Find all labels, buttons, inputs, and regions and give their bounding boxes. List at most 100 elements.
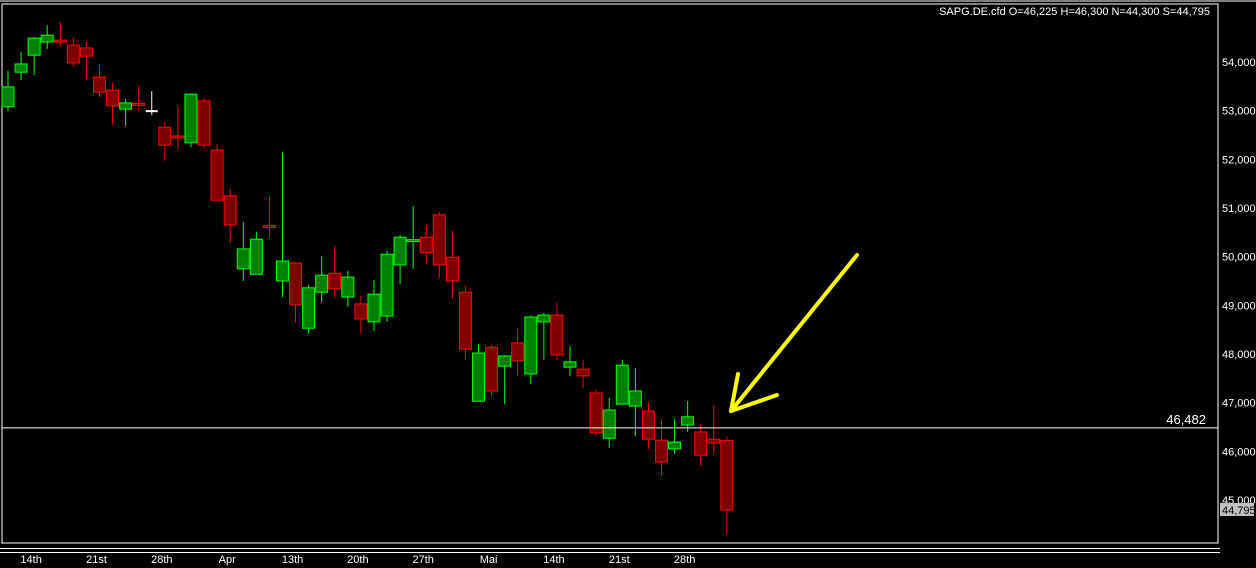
candle-body <box>92 76 106 93</box>
candle-9 <box>119 98 133 126</box>
candle-41 <box>537 313 551 360</box>
candle-28 <box>367 280 381 332</box>
candle-39 <box>511 328 525 376</box>
candle-body <box>1 86 15 108</box>
y-tick-label: 52,000 <box>1222 154 1256 166</box>
candle-16 <box>210 143 224 201</box>
x-tick-label: Mai <box>480 554 498 566</box>
candle-body <box>485 346 499 392</box>
y-tick-label: 46,000 <box>1222 446 1256 458</box>
candle-45 <box>589 389 603 436</box>
candle-27 <box>354 296 368 334</box>
x-tick-label: Apr <box>219 554 236 566</box>
candle-30 <box>393 234 407 284</box>
yellow-arrow-icon <box>729 253 859 413</box>
y-tick-label: 54,000 <box>1222 57 1256 69</box>
candle-42 <box>550 302 564 360</box>
candle-body <box>354 303 368 320</box>
candle-35 <box>458 285 472 360</box>
candle-36 <box>472 343 486 402</box>
y-axis: 54,000 53,000 52,000 51,000 50,000 49,000 48,0… <box>1222 57 1256 507</box>
x-tick-label: 14th <box>543 554 564 566</box>
candle-33 <box>432 211 446 279</box>
candle-22 <box>289 262 303 323</box>
candle-body <box>393 236 407 266</box>
horizontal-line-label: 46,482 <box>1166 412 1206 427</box>
y-tick-label: 50,000 <box>1222 252 1256 264</box>
candle-38 <box>498 354 512 405</box>
candle-37 <box>485 344 499 396</box>
candle-body <box>406 239 420 243</box>
candle-10 <box>132 85 146 112</box>
candle-6 <box>79 42 93 80</box>
candle-17 <box>223 189 237 244</box>
candle-body <box>589 392 603 434</box>
candle-body <box>223 195 237 226</box>
chart-title: SAPG.DE.cfd O=46,225 H=46,300 N=44,300 S… <box>939 6 1210 18</box>
candle-body <box>655 439 668 463</box>
candle-18 <box>236 222 250 282</box>
y-tick-label: 53,000 <box>1222 106 1256 118</box>
candle-body <box>341 276 355 298</box>
candle-body <box>432 214 446 266</box>
candle-12 <box>158 121 172 161</box>
x-tick-label: 27th <box>413 554 434 566</box>
candle-body <box>576 368 590 377</box>
candle-body <box>498 355 512 367</box>
candle-body <box>106 89 120 107</box>
candle-body <box>472 352 486 402</box>
candle-body <box>707 438 721 444</box>
candle-body <box>236 248 250 270</box>
candle-25 <box>328 245 342 299</box>
candle-body <box>681 416 695 426</box>
candle-body <box>210 149 224 201</box>
last-price-box <box>1220 503 1254 517</box>
candle-49 <box>641 402 655 449</box>
candle-body <box>315 274 329 293</box>
x-tick-label: 13th <box>282 554 303 566</box>
candle-40 <box>524 315 538 385</box>
x-tick-label: 28th <box>674 554 695 566</box>
candle-body <box>197 100 211 146</box>
candle-55 <box>720 436 734 535</box>
plot-frame <box>1 3 1219 544</box>
candle-body <box>328 272 342 290</box>
candle-body <box>40 34 54 43</box>
candle-body <box>66 44 80 64</box>
last-price-label: 44,795 <box>1222 505 1256 517</box>
candle-body <box>249 238 263 275</box>
candle-body <box>171 135 185 139</box>
candles-group <box>1 22 734 535</box>
candle-body <box>694 431 708 456</box>
candle-32 <box>419 225 433 264</box>
y-tick-label: 49,000 <box>1222 300 1256 312</box>
candle-body <box>602 409 616 439</box>
candle-body <box>302 287 316 329</box>
candle-body <box>367 293 381 323</box>
candle-body <box>27 37 41 56</box>
candle-50 <box>655 419 668 476</box>
candle-52 <box>681 401 695 432</box>
candle-body <box>550 314 564 356</box>
candle-body <box>537 314 551 323</box>
candle-body <box>668 441 682 450</box>
candle-body <box>419 236 433 254</box>
candle-1 <box>14 51 28 81</box>
candle-19 <box>249 231 263 275</box>
y-tick-label: 51,000 <box>1222 203 1256 215</box>
candle-8 <box>106 82 120 125</box>
candle-44 <box>576 359 590 389</box>
candle-body <box>720 439 734 511</box>
candle-51 <box>668 419 682 454</box>
candle-body <box>262 225 276 229</box>
candle-20 <box>262 195 276 238</box>
candle-24 <box>315 256 329 302</box>
candle-body <box>458 291 472 350</box>
candle-body <box>289 262 303 306</box>
candle-53 <box>694 424 708 466</box>
candle-11 <box>145 91 158 116</box>
candle-0 <box>1 70 15 112</box>
candle-2 <box>27 37 41 76</box>
candle-21 <box>275 152 289 298</box>
candle-body <box>615 364 629 405</box>
